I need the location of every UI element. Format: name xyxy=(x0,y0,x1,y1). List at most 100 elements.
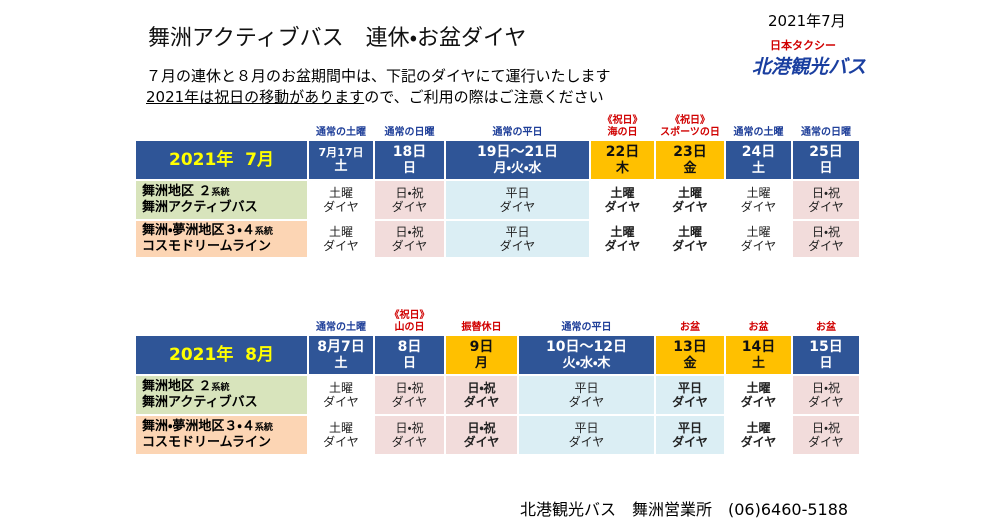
cell-text: ダイヤ xyxy=(604,239,641,253)
footer: 北港観光バス 舞洲営業所 (06)6460-5188 xyxy=(520,500,849,519)
cell-text: 日・祝 xyxy=(395,185,424,200)
column-note: 通常の日曜 xyxy=(792,105,860,140)
note-text: お盆 xyxy=(680,322,700,333)
cell-text: ダイヤ xyxy=(463,435,500,449)
date: 8日 xyxy=(397,338,422,355)
month-label: 2021年 8月 xyxy=(169,344,274,365)
cell-text: 平日 xyxy=(677,420,702,435)
schedule-cell: 平日 ダイヤ xyxy=(445,220,590,258)
route-small: 系統 xyxy=(254,227,273,238)
date-header: 25日日 xyxy=(792,140,860,180)
date: 8月7日 xyxy=(317,338,365,355)
cell-text: 日・祝 xyxy=(811,224,841,239)
route-line2: コスモドリームライン xyxy=(142,239,271,254)
date: 7月17日 xyxy=(318,145,364,159)
schedule-cell: 土曜 ダイヤ xyxy=(590,180,655,220)
cell-text: 平日 xyxy=(574,420,599,435)
date: 23日 xyxy=(673,143,707,160)
note-text: スポーツの日 xyxy=(660,127,720,138)
cell-text: 土曜 xyxy=(328,224,353,239)
weekday: 日 xyxy=(402,160,416,176)
cell-text: 土曜 xyxy=(328,380,353,395)
cell-text: ダイヤ xyxy=(672,395,708,409)
cell-text: 日・祝 xyxy=(395,380,424,395)
cell-text: 日・祝 xyxy=(395,420,424,435)
schedule-cell: 土曜 ダイヤ xyxy=(308,220,374,258)
schedule-cell: 日・祝 ダイヤ xyxy=(374,375,445,415)
schedule-cell: 平日 ダイヤ xyxy=(445,180,590,220)
column-note: お盆 xyxy=(792,300,860,335)
date-header: 22日木 xyxy=(590,140,655,180)
route-small: 系統 xyxy=(211,188,230,199)
note-text: 通常の土曜 xyxy=(316,127,366,138)
route-label: 舞洲・夢洲地区３・４系統 コスモドリームライン xyxy=(135,220,308,258)
route-line2: コスモドリームライン xyxy=(142,435,271,450)
weekday: 月・火・水 xyxy=(493,160,542,176)
date-header: 19日～21日 月・火・水 xyxy=(445,140,590,180)
cell-text: ダイヤ xyxy=(391,200,428,214)
column-note: 通常の平日 xyxy=(445,105,590,140)
weekday: 金 xyxy=(683,355,697,371)
column-note: お盆 xyxy=(655,300,725,335)
schedule-cell: 土曜 ダイヤ xyxy=(725,220,792,258)
cell-text: 土曜 xyxy=(677,224,702,239)
note-text: 通常の日曜 xyxy=(384,127,435,138)
schedule-cell: 日・祝 ダイヤ xyxy=(792,375,860,415)
intro-line: 2021年は祝日の移動がありますので、ご利用の際はご注意ください xyxy=(146,86,604,107)
column-note: 通常の土曜 xyxy=(308,300,374,335)
column-note: 通常の土曜 xyxy=(725,105,792,140)
logo-small: 日本タクシー xyxy=(770,39,836,52)
date-header: 23日金 xyxy=(655,140,725,180)
note-text: お盆 xyxy=(748,322,769,333)
date-header: 18日日 xyxy=(374,140,445,180)
cell-text: ダイヤ xyxy=(323,200,359,214)
date-header: 8月7日土 xyxy=(308,335,374,375)
schedule-cell: 土曜 ダイヤ xyxy=(655,220,725,258)
cell-text: 土曜 xyxy=(746,380,771,395)
note-text: 通常の平日 xyxy=(561,322,612,333)
weekday: 土 xyxy=(334,158,348,174)
cell-text: 土曜 xyxy=(328,420,353,435)
cell-text: ダイヤ xyxy=(740,200,777,214)
month-header: 2021年 8月 xyxy=(135,335,308,375)
weekday: 木 xyxy=(615,160,629,176)
cell-text: ダイヤ xyxy=(391,435,428,449)
intro-rest: ので、ご利用の際はご注意ください xyxy=(364,88,604,106)
date: 14日 xyxy=(741,338,776,355)
cell-text: ダイヤ xyxy=(808,395,844,409)
cell-text: 平日 xyxy=(677,380,702,395)
weekday: 日 xyxy=(402,355,416,371)
route-label: 舞洲地区 ２系統 舞洲アクティブバス xyxy=(135,375,308,415)
cell-text: ダイヤ xyxy=(740,395,777,409)
weekday: 金 xyxy=(683,160,697,176)
column-note: 《祝日》 海の日 xyxy=(590,105,655,140)
cell-text: ダイヤ xyxy=(808,200,844,214)
cell-text: ダイヤ xyxy=(391,395,428,409)
note-text: 山の日 xyxy=(394,322,425,333)
cell-text: 日・祝 xyxy=(467,420,496,435)
logo-main: 北港観光バス xyxy=(752,56,867,78)
cell-text: ダイヤ xyxy=(568,435,605,449)
schedule-cell: 日・祝 ダイヤ xyxy=(445,415,518,455)
note-text: 通常の土曜 xyxy=(316,322,366,333)
date: 19日～21日 xyxy=(477,143,558,160)
cell-text: ダイヤ xyxy=(323,239,359,253)
route-name: 舞洲地区 ２系統 xyxy=(142,184,230,200)
route-main: 舞洲・夢洲地区３・４ xyxy=(142,223,255,239)
column-note: 通常の土曜 xyxy=(308,105,374,140)
date-header: 7月17日土 xyxy=(308,140,374,180)
cell-text: 土曜 xyxy=(677,185,702,200)
column-note: 振替休日 xyxy=(445,300,518,335)
route-name: 舞洲・夢洲地区３・４系統 xyxy=(142,223,273,239)
cell-text: 土曜 xyxy=(610,185,635,200)
date-header: 10日～12日 火・水・木 xyxy=(518,335,655,375)
month-header: 2021年 7月 xyxy=(135,140,308,180)
route-small: 系統 xyxy=(211,383,230,394)
weekday: 土 xyxy=(751,160,765,176)
intro-underlined: 2021年は祝日の移動があります xyxy=(146,88,365,106)
cell-text: 平日 xyxy=(574,380,599,395)
cell-text: 土曜 xyxy=(610,224,635,239)
schedule-cell: 平日 ダイヤ xyxy=(518,415,655,455)
